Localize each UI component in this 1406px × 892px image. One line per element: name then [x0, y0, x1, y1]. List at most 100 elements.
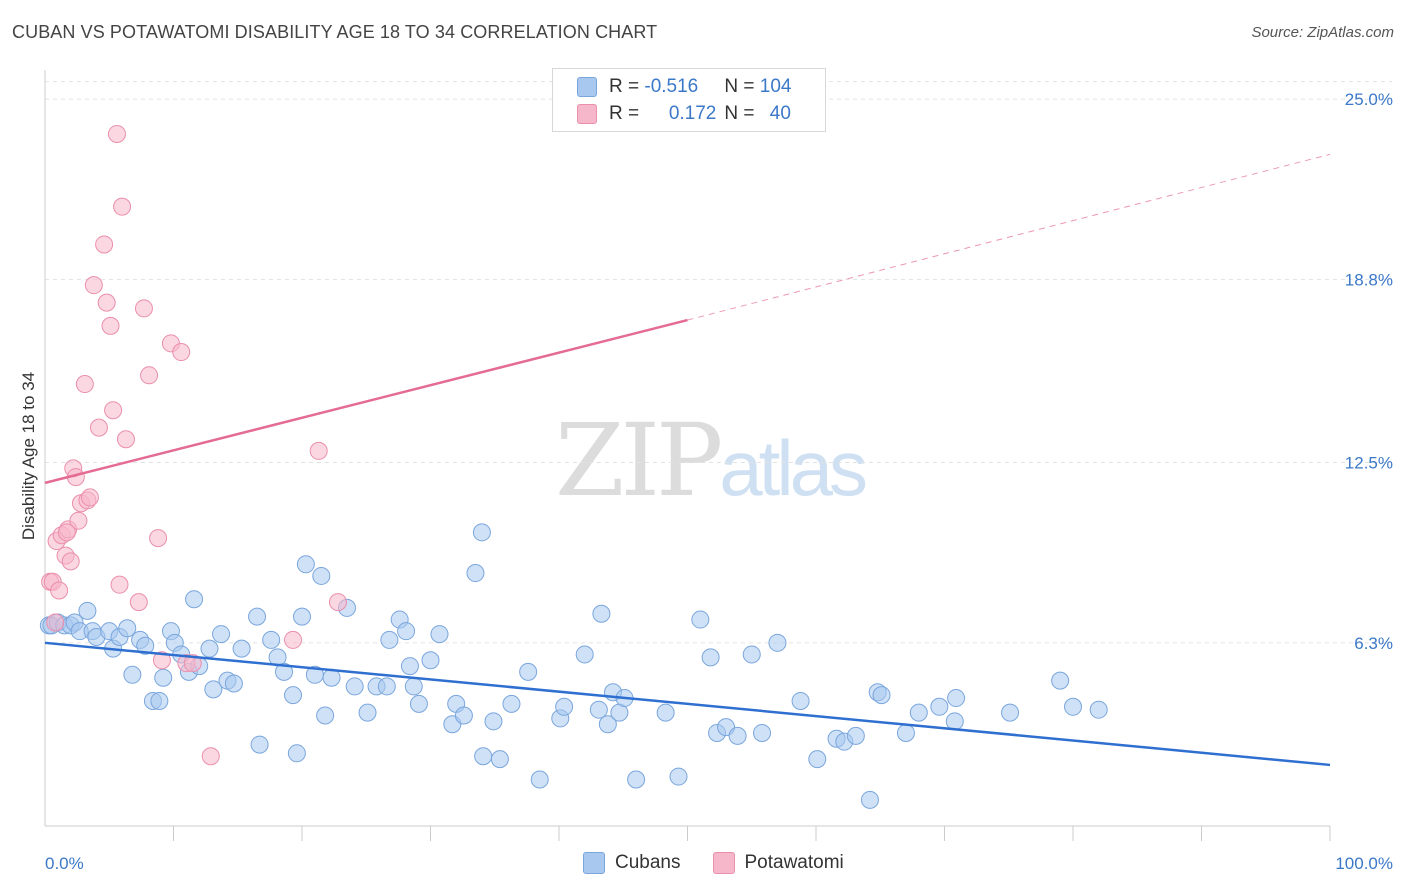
legend-row-potawatomi: R = 0.172 N = 40 [577, 102, 791, 126]
series-legend: Cubans Potawatomi [583, 852, 876, 874]
cubans-point [484, 712, 503, 731]
potawatomi-point [80, 488, 99, 507]
x-tick-label: 0.0% [45, 854, 84, 873]
potawatomi-point [183, 654, 202, 673]
cubans-point [316, 706, 335, 725]
source-label: Source: ZipAtlas.com [1251, 24, 1394, 41]
potawatomi-point [113, 197, 132, 216]
chart-title: CUBAN VS POTAWATOMI DISABILITY AGE 18 TO… [12, 22, 658, 42]
cubans-point [860, 790, 879, 809]
potawatomi-point [95, 235, 114, 254]
cubans-point [1051, 671, 1070, 690]
cubans-point [474, 747, 493, 766]
y-tick-label: 6.3% [1354, 634, 1393, 653]
cubans-point [250, 735, 269, 754]
cubans-point [409, 694, 428, 713]
cubans-point [1001, 703, 1020, 722]
potawatomi-point [50, 581, 69, 600]
cubans-point [123, 665, 142, 684]
legend-item-cubans: Cubans [583, 852, 681, 874]
y-tick-label: 12.5% [1345, 454, 1393, 473]
cubans-point [846, 726, 865, 745]
legend-label-cubans: Cubans [615, 852, 681, 873]
cubans-point [312, 566, 331, 585]
cubans-point [669, 767, 688, 786]
potawatomi-legend-swatch [712, 852, 735, 874]
potawatomi-point [116, 430, 135, 449]
cubans-point [768, 633, 787, 652]
potawatomi-point [110, 575, 129, 594]
x-tick-label: 100.0% [1335, 854, 1393, 873]
cubans-point [232, 639, 251, 658]
cubans-point [397, 622, 416, 641]
y-tick-label: 25.0% [1345, 90, 1393, 109]
potawatomi-point [61, 552, 80, 571]
legend-row-cubans: R = -0.516 N = 104 [577, 75, 791, 99]
potawatomi-point [309, 441, 328, 460]
potawatomi-point [152, 651, 171, 670]
potawatomi-point [97, 293, 116, 312]
cubans-point [930, 697, 949, 716]
potawatomi-point [101, 316, 120, 335]
watermark-zip: ZIP [555, 402, 723, 519]
cubans-point [296, 555, 315, 574]
cubans-point [909, 703, 928, 722]
cubans-point [575, 645, 594, 664]
potawatomi-point [75, 375, 94, 394]
cubans-point [691, 610, 710, 629]
r-value: -0.516 [644, 76, 699, 97]
cubans-point [589, 700, 608, 719]
potawatomi-point [84, 276, 103, 295]
cubans-point [78, 601, 97, 620]
cubans-point [872, 686, 891, 705]
cubans-point [377, 677, 396, 696]
cubans-point [212, 625, 231, 644]
cubans-point [519, 662, 538, 681]
potawatomi-point [149, 529, 168, 548]
n-value: 104 [759, 76, 792, 97]
cubans-point [808, 750, 827, 769]
cubans-point [742, 645, 761, 664]
data-points [39, 124, 1108, 809]
cubans-point [262, 630, 281, 649]
cubans-point [118, 619, 137, 638]
y-tick-label: 18.8% [1345, 270, 1393, 289]
potawatomi-point [201, 747, 220, 766]
n-label: N = [724, 76, 760, 97]
cubans-point [154, 668, 173, 687]
cubans-point [200, 639, 219, 658]
cubans-point [430, 625, 449, 644]
r-value: 0.172 [668, 103, 717, 124]
cubans-point [490, 750, 509, 769]
cubans-point [598, 715, 617, 734]
y-tick-labels: 6.3% 12.5% 18.8% 25.0% [1345, 90, 1393, 653]
trend-lines [44, 153, 1331, 767]
cubans-point [293, 607, 311, 626]
potawatomi-point [46, 613, 65, 632]
cubans-point [275, 662, 294, 681]
cubans-point [466, 564, 485, 583]
cubans-point [896, 723, 915, 742]
cubans-point [421, 651, 440, 670]
cubans-point [1089, 700, 1108, 719]
cubans-point [287, 744, 306, 763]
cubans-point [1064, 697, 1082, 716]
cubans-point [728, 726, 747, 745]
cubans-swatch [577, 77, 597, 97]
cubans-trend-line [44, 641, 1331, 767]
x-tick-labels: 0.0% 100.0% [45, 854, 1393, 873]
legend-item-potawatomi: Potawatomi [712, 852, 844, 874]
r-label: R = [609, 103, 645, 124]
potawatomi-trend-line [44, 318, 688, 485]
cubans-point [150, 691, 169, 710]
cubans-point [947, 689, 966, 708]
cubans-point [358, 703, 377, 722]
cubans-point [627, 770, 646, 789]
cubans-point [592, 604, 611, 623]
potawatomi-trend-extension [687, 153, 1331, 321]
cubans-point [404, 677, 423, 696]
cubans-point [656, 703, 675, 722]
potawatomi-point [89, 418, 108, 437]
potawatomi-point [107, 124, 126, 143]
